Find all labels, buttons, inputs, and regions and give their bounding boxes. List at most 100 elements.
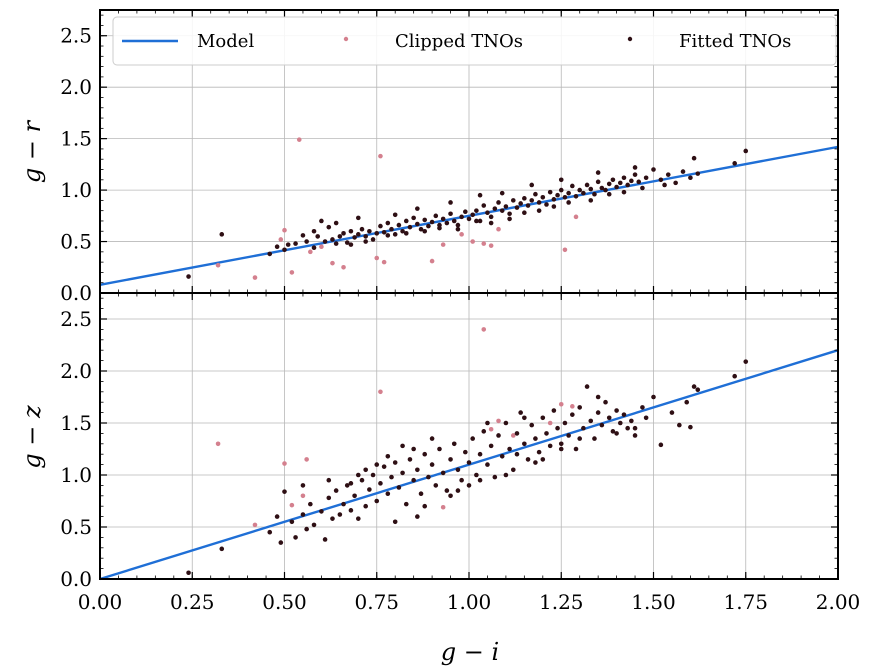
top-ytick-label: 1.0 (60, 178, 92, 202)
legend-fitted-marker (627, 36, 633, 42)
bottom-fitted-point (514, 431, 520, 436)
top-fitted-point (433, 213, 439, 219)
top-fitted-point (651, 167, 656, 172)
bottom-fitted-point (415, 467, 420, 473)
top-clipped-point (378, 153, 383, 159)
bottom-fitted-point (584, 384, 590, 389)
bottom-clipped-point (510, 433, 516, 438)
bottom-clipped-point (304, 457, 309, 462)
top-fitted-point (514, 205, 520, 210)
bottom-clipped-point (252, 522, 258, 528)
top-fitted-point (326, 224, 332, 230)
bottom-fitted-point (669, 410, 675, 415)
bottom-fitted-point (514, 451, 520, 457)
bottom-fitted-point (341, 501, 346, 507)
top-fitted-point (558, 187, 564, 193)
top-fitted-point (662, 182, 667, 188)
top-fitted-point (536, 200, 542, 205)
top-fitted-point (695, 171, 701, 176)
bottom-fitted-point (459, 477, 464, 483)
top-fitted-point (507, 216, 512, 222)
top-fitted-point (570, 183, 575, 189)
bottom-clipped-point (481, 327, 487, 332)
bottom-fitted-point (599, 422, 605, 428)
top-ytick-label: 1.5 (60, 127, 92, 151)
top-fitted-point (551, 204, 557, 209)
top-fitted-point (359, 226, 365, 232)
top-ytick-label: 2.0 (60, 75, 92, 99)
top-fitted-point (415, 221, 420, 227)
bottom-fitted-point (533, 460, 538, 465)
top-fitted-point (341, 231, 346, 236)
top-fitted-point (363, 239, 368, 244)
bottom-fitted-point (677, 422, 682, 428)
top-fitted-point (529, 198, 535, 203)
top-fitted-point (518, 201, 523, 206)
bottom-fitted-point (547, 443, 553, 449)
top-clipped-point (252, 275, 258, 280)
top-fitted-point (477, 218, 483, 224)
top-fitted-point (415, 206, 420, 211)
bottom-fitted-point (403, 501, 409, 507)
bottom-fitted-point (326, 495, 332, 501)
top-fitted-point (566, 200, 571, 205)
x-tick-label: 1.00 (447, 590, 492, 614)
data-points (186, 137, 749, 576)
bottom-fitted-point (330, 516, 335, 521)
top-fitted-point (581, 190, 586, 196)
bottom-fitted-point (562, 420, 568, 426)
bottom-fitted-point (658, 442, 664, 448)
bottom-fitted-point (621, 412, 627, 417)
top-fitted-point (304, 239, 309, 244)
top-fitted-point (186, 274, 191, 279)
top-clipped-point (374, 255, 380, 261)
top-fitted-point (577, 187, 582, 193)
top-clipped-point (562, 247, 568, 253)
bottom-fitted-point (407, 457, 413, 462)
bottom-clipped-point (215, 441, 221, 447)
bottom-fitted-point (429, 462, 435, 467)
top-fitted-point (732, 161, 737, 166)
bottom-fitted-point (581, 425, 586, 431)
top-fitted-point (481, 203, 487, 208)
bottom-fitted-point (333, 488, 339, 493)
top-clipped-point (341, 264, 346, 270)
bottom-fitted-point (522, 415, 527, 421)
top-fitted-point (610, 177, 616, 183)
bottom-fitted-point (474, 472, 479, 478)
top-clipped-point (282, 227, 287, 233)
top-fitted-point (444, 220, 450, 226)
bottom-fitted-point (540, 457, 546, 462)
top-fitted-point (691, 155, 697, 161)
top-fitted-point (311, 245, 317, 251)
top-clipped-point (470, 239, 475, 244)
top-fitted-point (496, 200, 501, 205)
bottom-fitted-point (282, 489, 287, 494)
top-fitted-point (503, 204, 509, 209)
top-fitted-point (437, 222, 442, 228)
bottom-fitted-point (540, 415, 546, 421)
top-fitted-point (356, 232, 361, 237)
bottom-fitted-point (300, 512, 306, 517)
bottom-fitted-point (304, 526, 309, 532)
bottom-fitted-point (370, 472, 376, 478)
bottom-fitted-point (595, 410, 601, 415)
top-fitted-point (344, 240, 350, 245)
bottom-clipped-point (558, 401, 564, 407)
top-fitted-point (403, 231, 409, 236)
top-fitted-point (337, 234, 343, 239)
top-fitted-point (544, 202, 549, 207)
bottom-fitted-point (643, 415, 649, 421)
bottom-fitted-point (522, 441, 527, 447)
top-fitted-point (595, 170, 601, 175)
top-fitted-point (566, 190, 571, 196)
top-fitted-point (429, 219, 435, 225)
top-fitted-point (400, 228, 405, 234)
bottom-fitted-point (606, 415, 612, 421)
bottom-fitted-point (577, 436, 582, 441)
top-fitted-point (293, 241, 298, 246)
top-fitted-point (315, 234, 321, 239)
top-fitted-point (551, 197, 557, 202)
top-fitted-point (330, 237, 335, 242)
top-fitted-point (374, 231, 380, 236)
